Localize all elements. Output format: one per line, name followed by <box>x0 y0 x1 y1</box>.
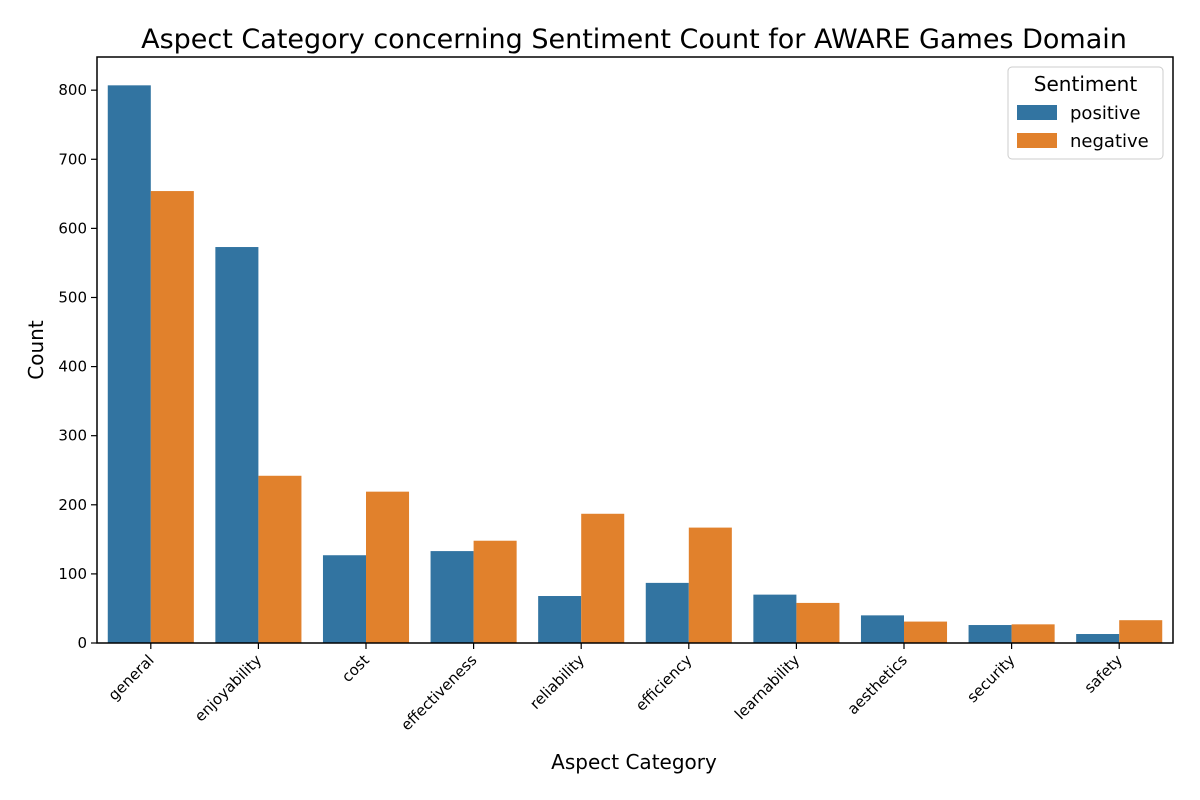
bar-negative-security <box>1011 624 1055 643</box>
legend-swatch-positive <box>1017 105 1057 120</box>
y-tick-label: 600 <box>58 219 87 237</box>
axes-frame <box>96 56 1174 644</box>
bar-positive-reliability <box>538 596 582 643</box>
x-axis-title: Aspect Category <box>551 750 717 774</box>
series-positive <box>107 85 1120 644</box>
y-axis-title: Count <box>24 320 48 380</box>
y-tick-label: 0 <box>77 634 87 652</box>
y-tick-label: 300 <box>58 427 87 445</box>
bar-positive-aesthetics <box>860 615 904 643</box>
bar-positive-effectiveness <box>430 551 474 643</box>
chart-title: Aspect Category concerning Sentiment Cou… <box>141 24 1127 55</box>
bar-positive-general <box>107 85 151 644</box>
y-tick-label: 400 <box>58 358 87 376</box>
bar-positive-efficiency <box>645 582 689 643</box>
legend-title: Sentiment <box>1034 72 1138 96</box>
y-tick-label: 500 <box>58 288 87 306</box>
bar-negative-enjoyability <box>258 475 302 643</box>
bar-negative-reliability <box>581 513 625 643</box>
y-tick-label: 100 <box>58 565 87 583</box>
bar-negative-cost <box>366 491 410 643</box>
y-tick-label: 700 <box>58 150 87 168</box>
bar-negative-aesthetics <box>904 621 948 643</box>
series-negative <box>150 191 1163 643</box>
legend-label-positive: positive <box>1070 103 1141 124</box>
bar-positive-security <box>968 625 1012 643</box>
bar-positive-cost <box>322 555 366 643</box>
bar-positive-learnability <box>753 594 797 643</box>
bar-positive-safety <box>1076 634 1120 643</box>
bar-negative-general <box>150 191 194 643</box>
y-tick-label: 200 <box>58 496 87 514</box>
y-tick-label: 800 <box>58 81 87 99</box>
bar-negative-safety <box>1119 620 1163 643</box>
legend: Sentiment positive negative <box>1007 66 1164 160</box>
bar-negative-learnability <box>796 602 840 643</box>
legend-label-negative: negative <box>1070 131 1149 152</box>
legend-swatch-negative <box>1017 133 1057 148</box>
bar-negative-efficiency <box>688 527 732 643</box>
bar-negative-effectiveness <box>473 540 517 643</box>
bar-positive-enjoyability <box>215 247 259 643</box>
